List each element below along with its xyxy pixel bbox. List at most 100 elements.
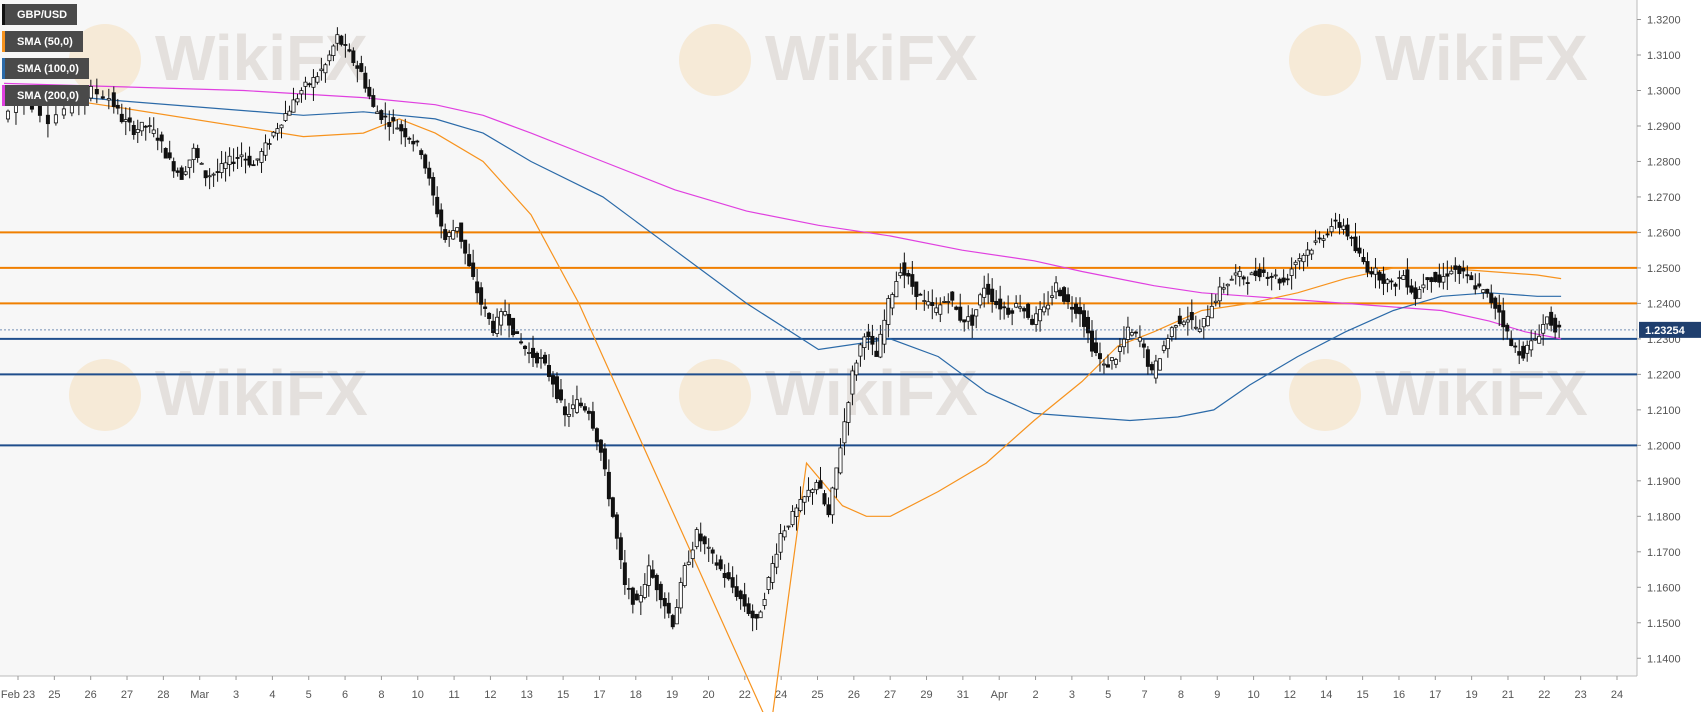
candle-body bbox=[918, 293, 923, 296]
candle-body bbox=[770, 563, 775, 583]
candle-body bbox=[1301, 254, 1306, 263]
y-tick-label: 1.2900 bbox=[1647, 121, 1681, 133]
candle-body bbox=[1445, 273, 1450, 277]
x-tick-label: 23 bbox=[1575, 689, 1587, 701]
y-tick-label: 1.1600 bbox=[1647, 582, 1681, 594]
candle-body bbox=[1489, 293, 1494, 304]
legend-item-sma200[interactable]: SMA (200,0) bbox=[2, 85, 89, 106]
candle-body bbox=[447, 232, 452, 237]
candle-body bbox=[566, 414, 571, 417]
candle-body bbox=[1034, 313, 1039, 325]
candle-body bbox=[1341, 225, 1346, 230]
candle-body bbox=[1485, 288, 1490, 294]
candle-body bbox=[127, 117, 132, 123]
candle-body bbox=[1042, 306, 1047, 313]
candle-body bbox=[1213, 300, 1218, 303]
candle-body bbox=[1157, 358, 1162, 371]
candle-body bbox=[171, 161, 176, 172]
candle-body bbox=[1437, 274, 1442, 283]
x-tick-label: 17 bbox=[593, 689, 605, 701]
candle-body bbox=[94, 88, 99, 95]
candle-body bbox=[459, 222, 464, 242]
candle-body bbox=[455, 227, 460, 232]
candle-body bbox=[1093, 342, 1098, 353]
candle-body bbox=[1357, 247, 1362, 254]
candle-body bbox=[962, 319, 967, 323]
candle-body bbox=[307, 83, 312, 86]
y-tick-label: 1.3100 bbox=[1647, 50, 1681, 62]
candle-body bbox=[1433, 271, 1438, 282]
candle-body bbox=[1333, 219, 1338, 222]
x-tick-label: 9 bbox=[1214, 689, 1220, 701]
candle-body bbox=[954, 306, 959, 310]
candle-body bbox=[842, 421, 847, 444]
candle-body bbox=[726, 572, 731, 580]
candle-body bbox=[674, 607, 679, 625]
x-tick-label: 6 bbox=[342, 689, 348, 701]
candle-body bbox=[407, 137, 412, 140]
candle-body bbox=[1209, 305, 1214, 319]
x-tick-label: 22 bbox=[739, 689, 751, 701]
x-tick-label: 12 bbox=[1284, 689, 1296, 701]
y-tick-label: 1.2500 bbox=[1647, 263, 1681, 275]
candle-body bbox=[714, 562, 719, 566]
candle-body bbox=[191, 147, 196, 161]
legend-label: SMA (100,0) bbox=[17, 62, 79, 75]
candle-body bbox=[850, 370, 855, 395]
candle-body bbox=[894, 281, 899, 298]
candle-body bbox=[411, 140, 416, 145]
candle-body bbox=[1221, 287, 1226, 290]
candle-body bbox=[163, 148, 168, 159]
candle-body bbox=[1541, 324, 1546, 334]
last-price-tag bbox=[1639, 321, 1701, 338]
candle-body bbox=[994, 300, 999, 306]
candle-body bbox=[231, 161, 236, 165]
candle-body bbox=[794, 507, 799, 517]
candle-body bbox=[106, 98, 111, 101]
candle-body bbox=[878, 333, 883, 358]
candle-body bbox=[782, 530, 787, 538]
candle-body bbox=[890, 294, 895, 309]
x-tick-label: 4 bbox=[269, 689, 275, 701]
candle-body bbox=[1413, 287, 1418, 300]
candle-body bbox=[1245, 282, 1250, 284]
sma100-line bbox=[3, 89, 1562, 422]
candle-body bbox=[862, 336, 867, 349]
legend-item-sma100[interactable]: SMA (100,0) bbox=[2, 58, 89, 79]
candle-body bbox=[53, 114, 58, 124]
watermark-text: WikiFX bbox=[1375, 357, 1588, 429]
candle-body bbox=[1321, 238, 1326, 241]
candle-body bbox=[415, 140, 420, 143]
candle-body bbox=[686, 561, 691, 565]
candle-body bbox=[1101, 363, 1106, 366]
candle-body bbox=[1529, 340, 1534, 351]
y-tick-label: 1.1400 bbox=[1647, 653, 1681, 665]
candle-body bbox=[786, 525, 791, 528]
candle-body bbox=[263, 142, 268, 156]
legend-item-sma50[interactable]: SMA (50,0) bbox=[2, 31, 83, 52]
candle-body bbox=[1373, 267, 1378, 275]
candle-body bbox=[507, 313, 512, 326]
candle-body bbox=[267, 143, 272, 145]
chart-legend: GBP/USD SMA (50,0) SMA (100,0) SMA (200,… bbox=[2, 4, 89, 112]
candle-body bbox=[295, 98, 300, 103]
candle-body bbox=[1058, 289, 1063, 297]
legend-item-gbpusd[interactable]: GBP/USD bbox=[2, 4, 78, 25]
candle-body bbox=[1389, 280, 1394, 283]
candle-body bbox=[622, 562, 627, 586]
candle-body bbox=[910, 274, 915, 287]
candle-body bbox=[618, 537, 623, 561]
candle-body bbox=[690, 549, 695, 559]
candle-body bbox=[982, 287, 987, 298]
candle-body bbox=[1545, 316, 1550, 325]
y-tick-label: 1.2600 bbox=[1647, 227, 1681, 239]
candle-body bbox=[1113, 359, 1118, 365]
candle-body bbox=[650, 569, 655, 578]
candle-body bbox=[586, 410, 591, 414]
x-tick-label: 15 bbox=[1356, 689, 1368, 701]
candles-group bbox=[5, 27, 1562, 632]
candle-body bbox=[562, 406, 567, 416]
candle-body bbox=[1537, 335, 1542, 344]
candle-body bbox=[722, 572, 727, 579]
x-tick-label: 25 bbox=[811, 689, 823, 701]
